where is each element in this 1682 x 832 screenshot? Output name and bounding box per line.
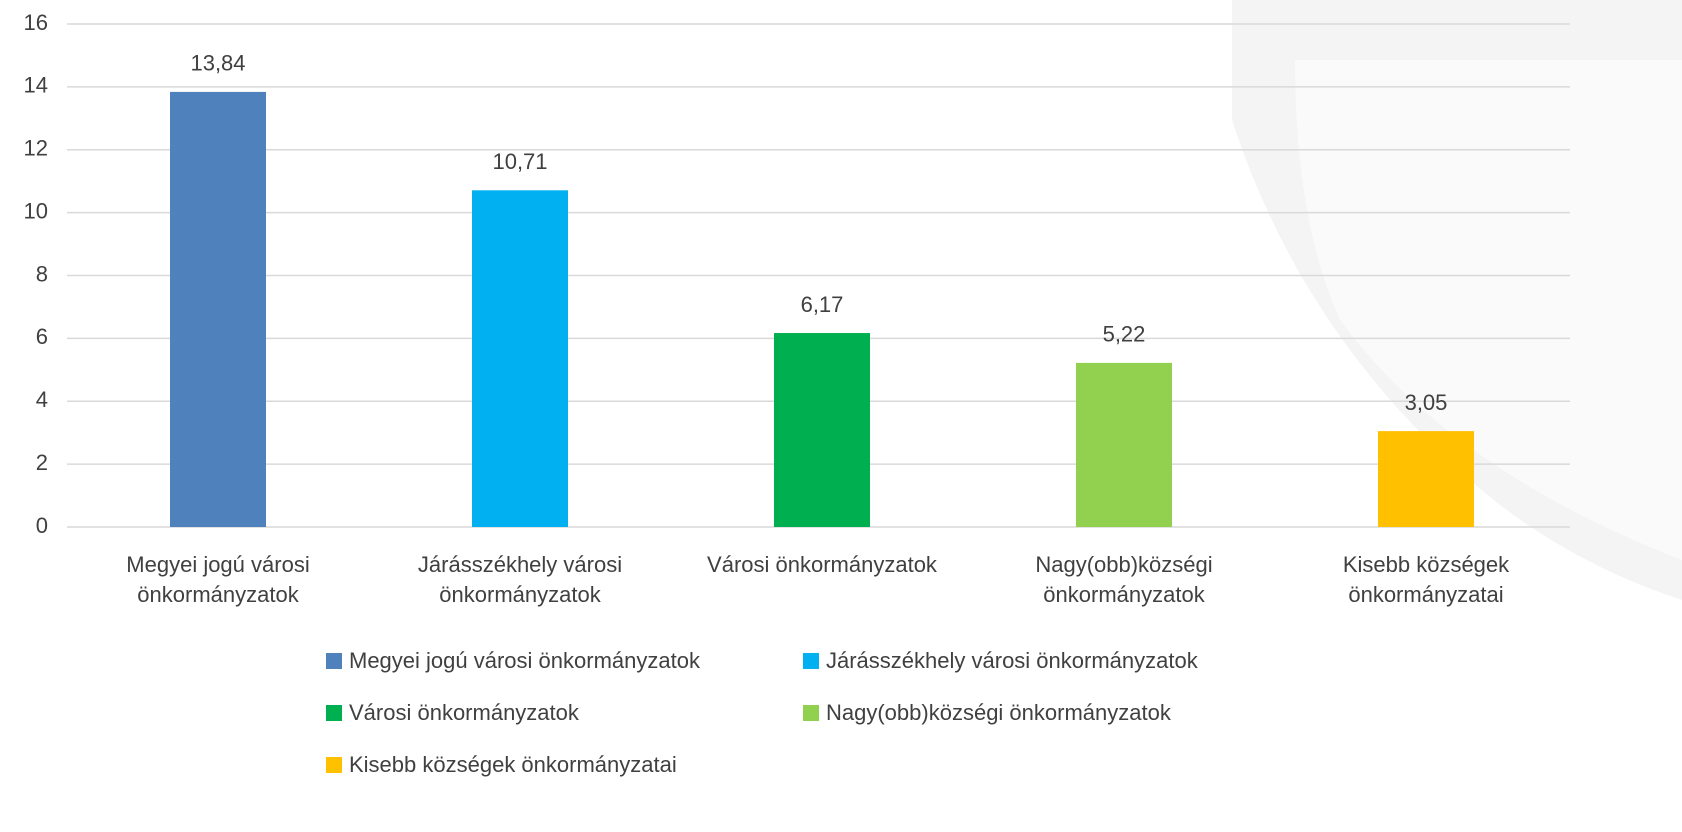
y-tick-label: 16 <box>24 10 48 35</box>
legend-swatch <box>803 705 819 721</box>
y-tick-label: 10 <box>24 198 48 223</box>
y-tick-label: 12 <box>24 136 48 161</box>
value-label: 3,05 <box>1405 390 1448 415</box>
legend-label: Megyei jogú városi önkormányzatok <box>349 648 700 673</box>
legend-swatch <box>326 757 342 773</box>
value-label: 13,84 <box>190 51 245 76</box>
legend-label: Városi önkormányzatok <box>349 700 579 725</box>
value-label: 10,71 <box>492 149 547 174</box>
legend-swatch <box>803 653 819 669</box>
legend-item: Megyei jogú városi önkormányzatok <box>326 646 803 676</box>
legend-item: Járásszékhely városi önkormányzatok <box>803 646 1198 676</box>
y-tick-label: 2 <box>36 450 48 475</box>
bar <box>170 91 266 527</box>
watermark-inner <box>1295 60 1682 560</box>
legend-swatch <box>326 705 342 721</box>
legend-label: Járásszékhely városi önkormányzatok <box>826 648 1198 673</box>
y-tick-label: 0 <box>36 513 48 538</box>
y-tick-label: 4 <box>36 387 48 412</box>
legend-item: Kisebb községek önkormányzatai <box>326 750 803 780</box>
bar <box>1076 362 1172 527</box>
bar <box>472 190 568 527</box>
x-tick-label: Kisebb községek önkormányzatai <box>1342 552 1510 607</box>
x-tick-label: Megyei jogú városi önkormányzatok <box>126 552 310 607</box>
legend: Megyei jogú városi önkormányzatok Járássz… <box>326 646 1198 780</box>
x-tick-label: Nagy(obb)községi önkormányzatok <box>1035 552 1213 607</box>
value-label: 6,17 <box>801 292 844 317</box>
y-tick-label: 6 <box>36 324 48 349</box>
x-tick-label: Járásszékhely városi önkormányzatok <box>417 552 623 607</box>
legend-item: Nagy(obb)községi önkormányzatok <box>803 698 1198 728</box>
legend-item: Városi önkormányzatok <box>326 698 803 728</box>
legend-label: Nagy(obb)községi önkormányzatok <box>826 700 1171 725</box>
x-tick-label: Városi önkormányzatok <box>707 552 937 577</box>
y-tick-label: 14 <box>24 73 48 98</box>
legend-label: Kisebb községek önkormányzatai <box>349 752 677 777</box>
y-tick-label: 8 <box>36 261 48 286</box>
legend-swatch <box>326 653 342 669</box>
value-label: 5,22 <box>1103 322 1146 347</box>
bar <box>1378 431 1474 527</box>
bar <box>774 333 870 527</box>
